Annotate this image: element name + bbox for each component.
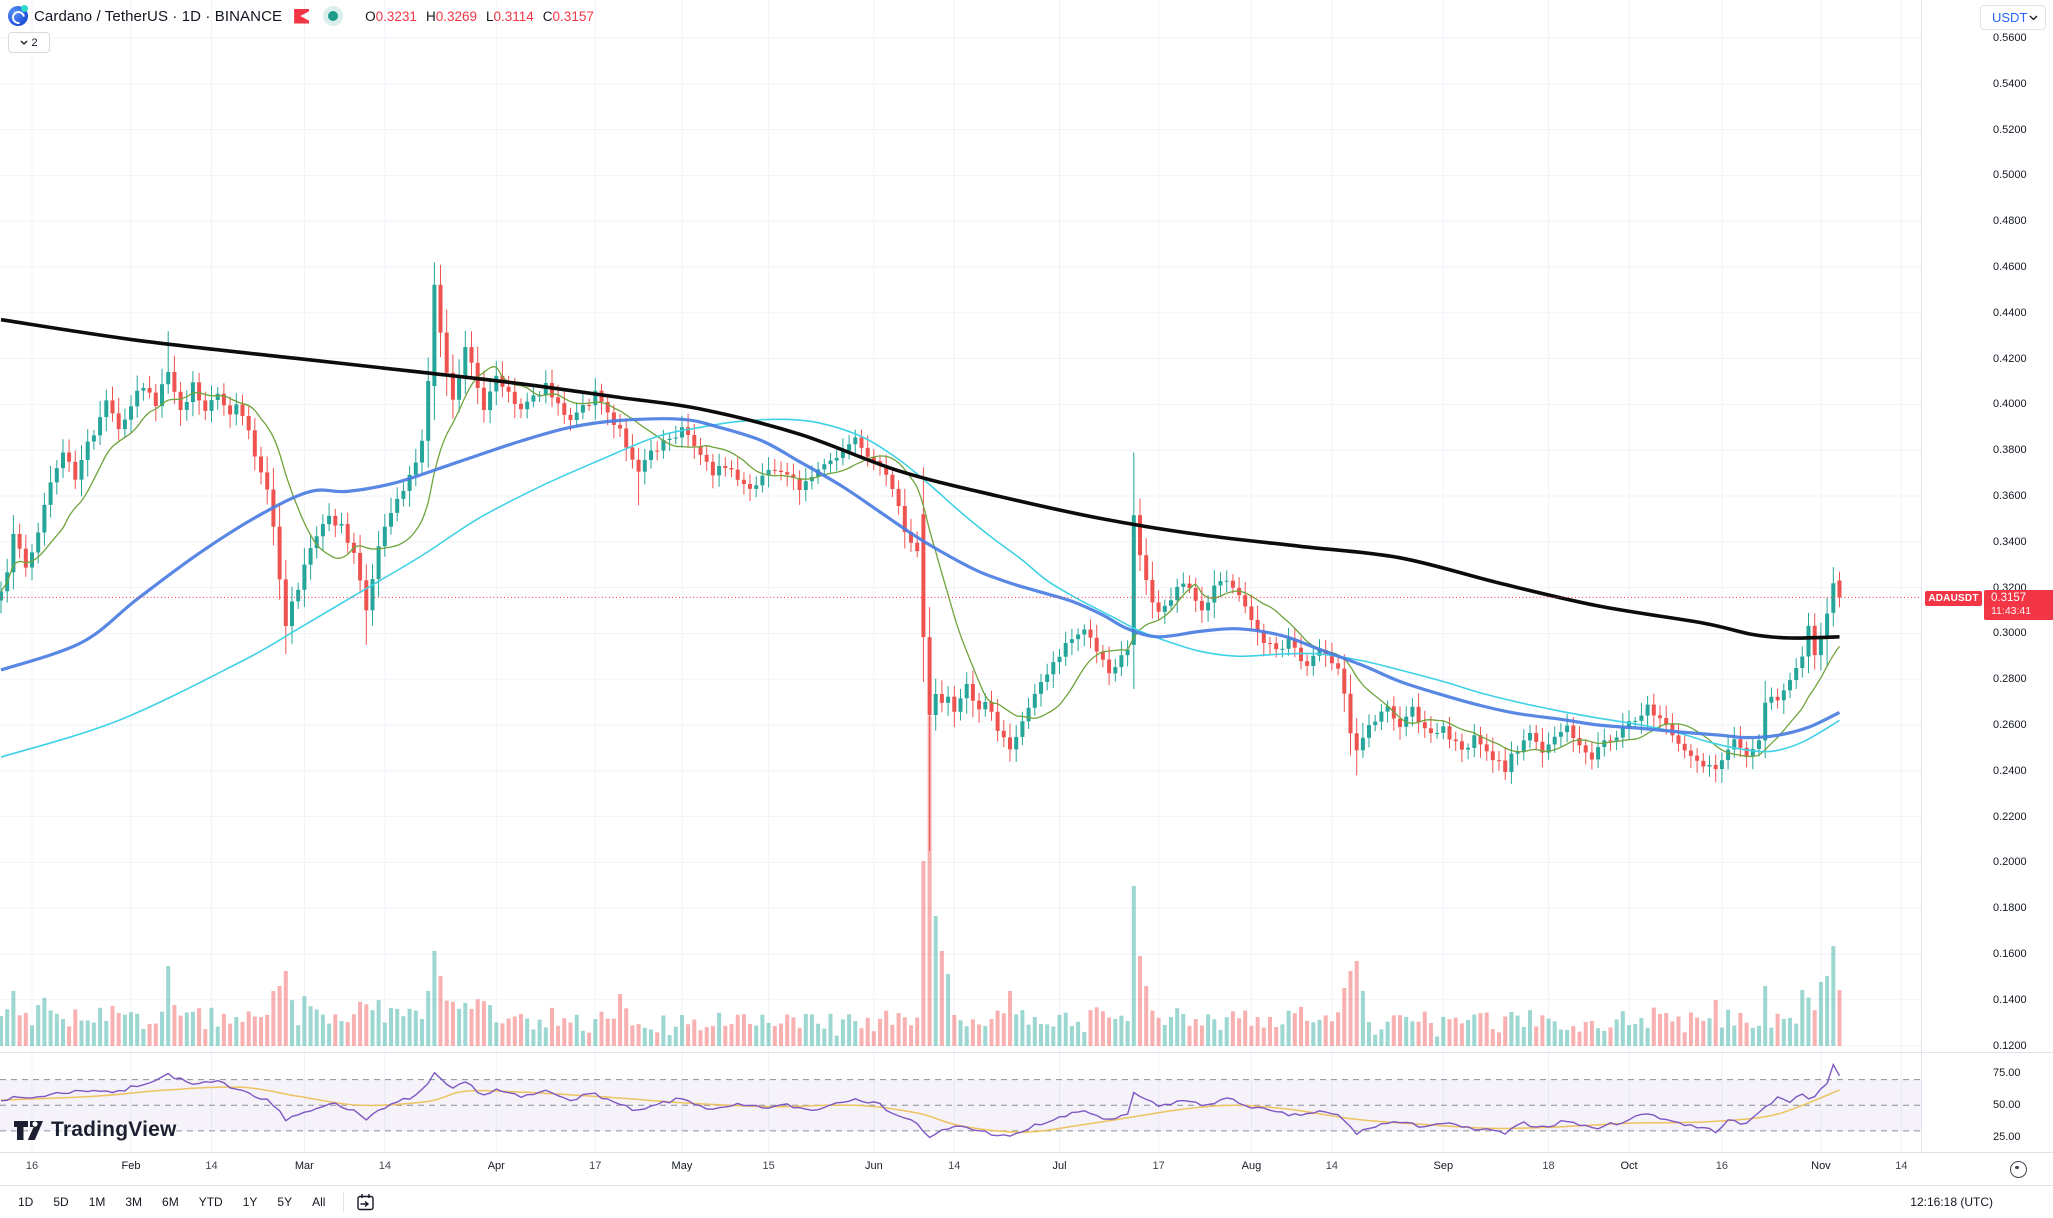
currency-label: USDT <box>1992 10 2028 25</box>
chevron-down-icon <box>20 40 28 45</box>
ohlc-c: C0.3157 <box>542 8 594 24</box>
range-button-3M[interactable]: 3M <box>117 1191 150 1213</box>
time-axis-label: 18 <box>1542 1160 1555 1172</box>
time-axis-label: 15 <box>762 1160 775 1172</box>
rsi-axis-label: 75.00 <box>1993 1067 2021 1080</box>
time-axis-label: 17 <box>589 1160 602 1172</box>
price-axis-label: 0.5200 <box>1993 123 2027 136</box>
price-axis-label: 0.3800 <box>1993 444 2027 457</box>
rsi-axis-label: 25.00 <box>1993 1131 2021 1144</box>
time-axis-label: 17 <box>1152 1160 1165 1172</box>
price-axis-label: 0.5600 <box>1993 32 2027 44</box>
axis-corner <box>1921 1153 2053 1185</box>
time-axis-border <box>0 1152 2053 1153</box>
time-axis-label: 14 <box>205 1160 218 1172</box>
price-axis-label: 0.2800 <box>1993 673 2027 686</box>
toolbar-divider <box>343 1192 345 1212</box>
bar-countdown: 11:43:41 <box>1991 605 2032 617</box>
price-axis-border <box>1921 0 1922 1186</box>
cardano-logo-icon <box>8 5 28 26</box>
go-to-date-button[interactable] <box>352 1191 379 1214</box>
symbol-title[interactable]: Cardano / TetherUS · 1D · BINANCE <box>34 7 283 25</box>
market-status-icon[interactable] <box>323 6 344 26</box>
collapse-count: 2 <box>31 36 38 49</box>
range-button-1M[interactable]: 1M <box>81 1191 114 1213</box>
range-button-1D[interactable]: 1D <box>10 1191 41 1213</box>
price-axis-label: 0.3000 <box>1993 627 2027 640</box>
price-axis-label: 0.5000 <box>1993 169 2027 182</box>
time-axis-label: 16 <box>1715 1160 1728 1172</box>
time-axis-label: Nov <box>1811 1160 1831 1172</box>
price-axis-label: 0.3400 <box>1993 535 2027 548</box>
calendar-icon <box>357 1193 375 1210</box>
time-axis-label: May <box>671 1160 693 1172</box>
rsi-axis-label: 50.00 <box>1993 1099 2021 1112</box>
time-axis-label: 14 <box>1325 1160 1339 1172</box>
range-button-5D[interactable]: 5D <box>45 1191 76 1213</box>
tradingview-watermark-text: TradingView <box>51 1118 177 1141</box>
currency-toggle-button[interactable]: USDT <box>1980 5 2046 30</box>
price-axis-label: 0.2200 <box>1993 810 2027 823</box>
time-axis-label: Sep <box>1433 1160 1454 1172</box>
toolbar-border <box>0 1185 2053 1186</box>
price-axis-label: 0.4000 <box>1993 398 2027 411</box>
price-axis-label: 0.1200 <box>1993 1039 2027 1052</box>
symbol-header: Cardano / TetherUS · 1D · BINANCE O0.323… <box>8 5 603 27</box>
ohlc-o: O0.3231 <box>365 8 417 24</box>
price-axis-label: 0.2600 <box>1993 719 2027 731</box>
price-axis-label: 0.4800 <box>1993 215 2027 228</box>
time-axis-label: Feb <box>121 1160 141 1172</box>
price-axis-label: 0.5400 <box>1993 77 2027 90</box>
time-axis-label: 14 <box>1895 1160 1908 1172</box>
chevron-down-icon <box>2029 15 2038 20</box>
price-axis-label: 0.3600 <box>1993 490 2027 502</box>
price-axis-label: 0.4400 <box>1993 306 2027 319</box>
ohlc-values: O0.3231 H0.3269 L0.3114 C0.3157 <box>365 9 603 24</box>
range-button-All[interactable]: All <box>304 1191 333 1213</box>
time-axis-label: Aug <box>1241 1160 1262 1172</box>
range-button-YTD[interactable]: YTD <box>191 1191 231 1213</box>
axis-settings-icon[interactable] <box>2010 1160 2027 1178</box>
price-axis-label: 0.4600 <box>1993 261 2027 273</box>
price-axis-label: 0.1600 <box>1993 948 2027 960</box>
time-axis-label: Jul <box>1052 1160 1067 1172</box>
price-axis-label: 0.4200 <box>1993 352 2027 365</box>
symbol-price-tag: ADAUSDT <box>1925 591 1982 606</box>
clock-utc[interactable]: 12:16:18 (UTC) <box>1910 1195 1993 1209</box>
last-price: 0.3157 <box>1991 592 2027 604</box>
time-axis-label: Jun <box>864 1160 883 1172</box>
last-price-tag: 0.3157 11:43:41 <box>1984 590 2053 620</box>
price-axis-label: 0.1400 <box>1993 993 2027 1006</box>
flag-icon[interactable] <box>294 8 310 24</box>
tradingview-watermark[interactable]: TradingView <box>14 1118 177 1142</box>
time-axis-label: 14 <box>948 1160 961 1172</box>
price-axis-label: 0.1800 <box>1993 902 2027 915</box>
time-axis-label: Oct <box>1620 1160 1638 1172</box>
time-axis-label: 14 <box>378 1160 391 1172</box>
indicators-collapse-button[interactable]: 2 <box>8 32 50 53</box>
pane-separator[interactable] <box>0 1052 2053 1053</box>
price-axis-label: 0.2400 <box>1993 764 2027 777</box>
range-button-6M[interactable]: 6M <box>154 1191 187 1213</box>
range-button-5Y[interactable]: 5Y <box>269 1191 300 1213</box>
price-axis-label: 0.2000 <box>1993 856 2027 869</box>
tradingview-logo-icon <box>14 1120 43 1140</box>
time-axis-label: Mar <box>294 1160 314 1172</box>
range-button-1Y[interactable]: 1Y <box>235 1191 266 1213</box>
time-axis-label: Apr <box>487 1160 505 1172</box>
bottom-toolbar: 1D 5D 1M 3M 6M YTD 1Y 5Y All 12:16:18 (UTC) <box>0 1186 2053 1218</box>
ohlc-l: L0.3114 <box>485 8 534 24</box>
ohlc-h: H0.3269 <box>425 8 477 24</box>
time-axis-label: 16 <box>25 1160 39 1172</box>
date-range-switcher: 1D 5D 1M 3M 6M YTD 1Y 5Y All <box>8 1191 335 1213</box>
